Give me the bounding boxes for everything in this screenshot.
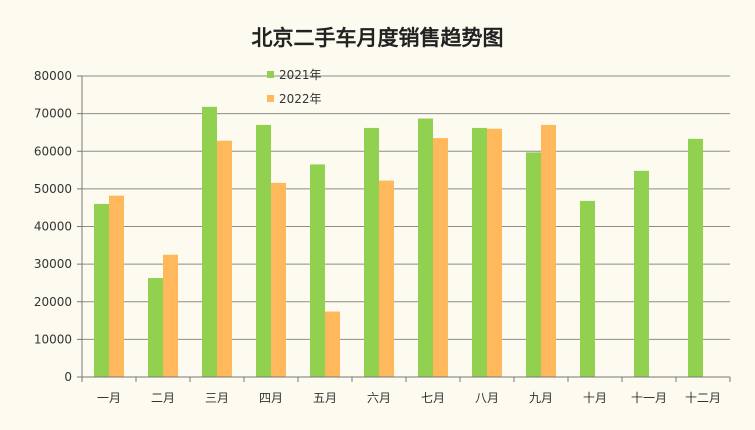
bar-2021年-二月 xyxy=(148,278,163,377)
bar-2021年-十二月 xyxy=(688,138,703,377)
bar-2021年-三月 xyxy=(202,106,217,377)
bar-2021年-四月 xyxy=(256,124,271,377)
bar-2021年-六月 xyxy=(364,127,379,377)
bar-2021年-八月 xyxy=(472,127,487,377)
y-tick-label: 20000 xyxy=(34,295,72,309)
x-tick-label: 十月 xyxy=(583,391,607,405)
bar-2021年-七月 xyxy=(418,118,433,378)
x-tick-label: 五月 xyxy=(313,391,337,405)
legend-label: 2022年 xyxy=(279,92,322,106)
legend-label: 2021年 xyxy=(279,68,322,82)
axes: 0 10000 20000 30000 40000 50000 60000 70000 8000… xyxy=(34,69,731,405)
bar-2021年-一月 xyxy=(94,203,109,377)
y-tick-label: 40000 xyxy=(34,220,72,234)
bar-2022年-三月 xyxy=(217,140,232,377)
x-tick-label: 二月 xyxy=(151,391,175,405)
x-tick-label: 十一月 xyxy=(631,391,667,405)
bar-2022年-二月 xyxy=(163,254,178,377)
bar-2021年-十一月 xyxy=(634,170,649,377)
y-tick-label: 60000 xyxy=(34,144,72,158)
bar-2021年-五月 xyxy=(310,164,325,377)
y-tick-label: 70000 xyxy=(34,107,72,121)
x-tick-label: 九月 xyxy=(529,391,553,405)
x-tick-label: 四月 xyxy=(259,391,283,405)
x-tick-label: 八月 xyxy=(475,391,499,405)
bar-2021年-十月 xyxy=(580,200,595,377)
y-tick-label: 50000 xyxy=(34,182,72,196)
x-tick-label: 七月 xyxy=(421,391,445,405)
bar-2022年-六月 xyxy=(379,180,394,377)
bar-2022年-一月 xyxy=(109,195,124,377)
x-tick-label: 一月 xyxy=(97,391,121,405)
x-tick-label: 六月 xyxy=(367,391,391,405)
legend-swatch xyxy=(267,71,274,78)
chart-title: 北京二手车月度销售趋势图 xyxy=(251,26,504,50)
y-tick-label: 80000 xyxy=(34,69,72,83)
grid xyxy=(82,75,730,340)
bar-2022年-四月 xyxy=(271,182,286,377)
bar-2022年-八月 xyxy=(487,128,502,377)
bar-2022年-九月 xyxy=(541,124,556,377)
bar-2021年-九月 xyxy=(526,152,541,377)
y-tick-label: 10000 xyxy=(34,332,72,346)
legend: 2021年 2022年 xyxy=(267,68,322,106)
y-tick-label: 0 xyxy=(64,370,72,384)
y-tick-label: 30000 xyxy=(34,257,72,271)
legend-swatch xyxy=(267,95,274,102)
bar-2022年-七月 xyxy=(433,138,448,377)
bar-2022年-五月 xyxy=(325,311,340,377)
x-tick-label: 三月 xyxy=(205,391,229,405)
bars xyxy=(94,106,703,378)
x-tick-label: 十二月 xyxy=(685,391,721,405)
